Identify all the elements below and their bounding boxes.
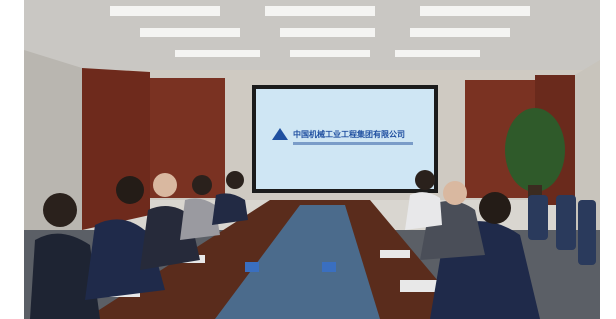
wall-panel-left bbox=[82, 68, 150, 230]
company-name: 中国机械工业工程集团有限公司 bbox=[293, 129, 405, 139]
plant bbox=[505, 108, 565, 192]
photo: 中国机械工业工程集团有限公司 bbox=[0, 0, 616, 319]
screen-subtitle-line bbox=[293, 142, 413, 145]
